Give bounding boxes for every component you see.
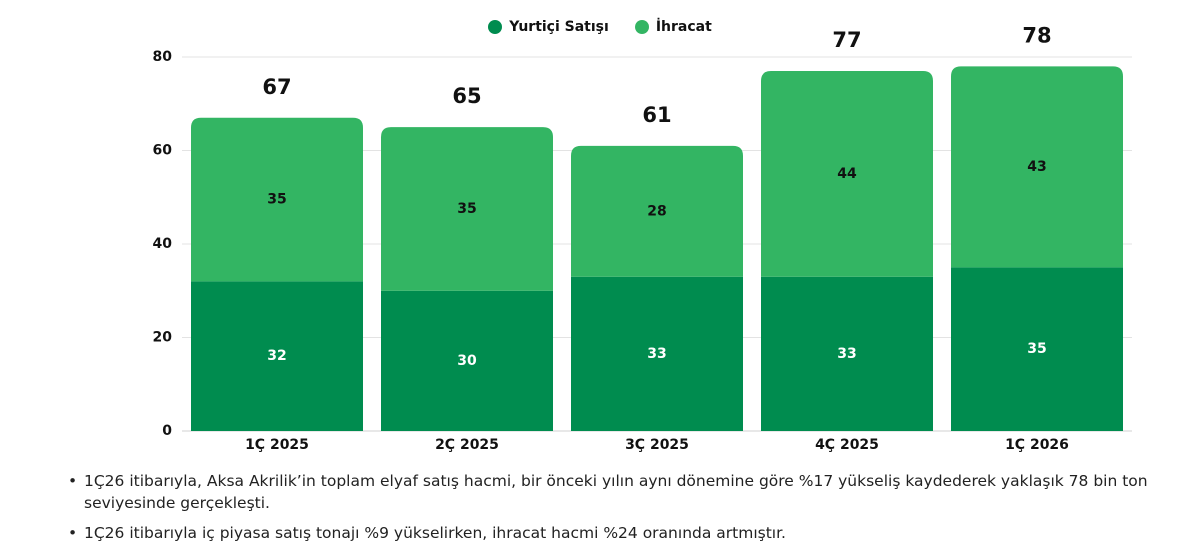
data-label-domestic: 33 <box>837 346 856 362</box>
bar-segment-domestic <box>761 276 933 431</box>
data-label-export: 44 <box>837 166 857 182</box>
bar-segment-domestic <box>191 281 363 431</box>
bar-segment-export <box>761 71 933 277</box>
data-label-export: 35 <box>457 201 476 217</box>
note-item: 1Ç26 itibarıyla, Aksa Akrilik’in toplam … <box>68 470 1188 514</box>
note-item: 1Ç26 itibarıyla iç piyasa satış tonajı %… <box>68 522 1188 544</box>
y-tick-label: 80 <box>153 49 173 65</box>
x-tick-label: 2Ç 2025 <box>435 437 499 453</box>
notes-list: 1Ç26 itibarıyla, Aksa Akrilik’in toplam … <box>68 470 1188 552</box>
bar-segment-export <box>571 145 743 277</box>
data-label-domestic: 33 <box>647 346 666 362</box>
data-label-domestic: 30 <box>457 353 477 369</box>
y-tick-label: 40 <box>153 236 173 252</box>
data-label-export: 43 <box>1027 159 1046 175</box>
bar-total-label: 61 <box>642 103 671 127</box>
chart-legend: Yurtiçi Satışı İhracat <box>0 19 1200 35</box>
bar-segment-domestic <box>571 276 743 431</box>
bar-segment-export <box>381 127 553 291</box>
y-tick-label: 60 <box>153 143 173 159</box>
x-tick-label: 1Ç 2026 <box>1005 437 1069 453</box>
x-tick-label: 3Ç 2025 <box>625 437 689 453</box>
bar-total-label: 65 <box>452 84 481 108</box>
bar-segment-domestic <box>381 290 553 431</box>
bar-total-label: 77 <box>832 28 861 52</box>
data-label-domestic: 35 <box>1027 341 1046 357</box>
y-tick-label: 20 <box>153 330 173 346</box>
data-label-export: 28 <box>647 203 666 219</box>
legend-swatch-export <box>634 20 649 34</box>
legend-label-export: İhracat <box>655 19 712 35</box>
stacked-bar-chart: 0 20 40 60 80 32 35 67 1Ç 2025 30 35 65 2Ç 2025 33 28 6… <box>153 23 1132 453</box>
legend-item-domestic: Yurtiçi Satışı <box>488 19 609 35</box>
legend-label-domestic: Yurtiçi Satışı <box>509 19 609 35</box>
bar-segment-domestic <box>951 267 1123 431</box>
data-label-export: 35 <box>267 192 286 208</box>
legend-swatch-domestic <box>488 20 503 34</box>
x-tick-label: 4Ç 2025 <box>815 437 879 453</box>
bar-segment-export <box>191 117 363 282</box>
bar-segment-export <box>951 66 1123 268</box>
bar-total-label: 78 <box>1022 23 1051 47</box>
y-tick-label: 0 <box>162 423 172 439</box>
x-tick-label: 1Ç 2025 <box>245 437 309 453</box>
legend-item-export: İhracat <box>634 19 712 35</box>
bar-total-label: 67 <box>262 75 291 99</box>
data-label-domestic: 32 <box>267 348 286 364</box>
